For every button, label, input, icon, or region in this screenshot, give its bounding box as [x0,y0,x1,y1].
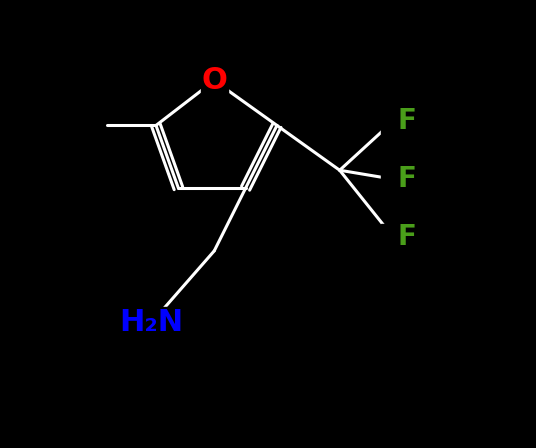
Bar [129,307,174,338]
Bar [381,108,406,134]
Text: F: F [398,165,417,193]
Bar [381,166,406,193]
Text: F: F [398,224,417,251]
Bar [381,224,406,251]
Bar [201,65,228,96]
Text: F: F [398,107,417,135]
Text: O: O [202,66,227,95]
Text: H₂N: H₂N [120,308,184,337]
